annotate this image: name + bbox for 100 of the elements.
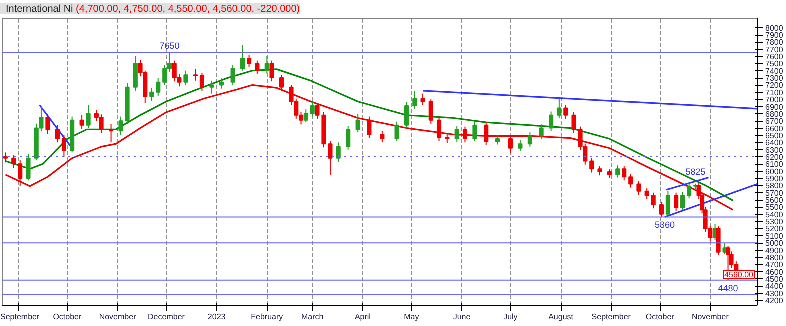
y-tick-label: 7900 [766, 31, 784, 40]
x-tick-label: 2023 [208, 312, 226, 322]
candlestick [156, 78, 161, 96]
candlestick [628, 174, 634, 188]
y-tick-label: 5000 [766, 239, 784, 248]
candlestick [109, 123, 114, 144]
y-tick-label: 5100 [766, 232, 784, 241]
y-tick-label: 5900 [766, 174, 784, 184]
candlestick [62, 134, 66, 158]
candlestick [394, 121, 400, 142]
y-tick-label: 4900 [766, 246, 784, 256]
x-tick-label: September [0, 312, 40, 322]
y-tick-label: 7100 [766, 88, 784, 98]
candlestick [270, 60, 274, 82]
candlestick [26, 154, 31, 182]
x-tick-label: October [646, 312, 675, 322]
y-tick-label: 4500 [766, 274, 784, 284]
y-tick-label: 6300 [766, 146, 784, 155]
annotation: 5825 [686, 166, 706, 177]
y-tick-label: 4300 [766, 289, 784, 298]
candlestick [247, 54, 252, 68]
candlestick [304, 109, 308, 124]
y-tick-label: 8000 [766, 24, 784, 33]
y-tick-label: 5300 [766, 218, 784, 227]
candlestick [55, 124, 60, 144]
candlestick [484, 122, 489, 146]
candlestick [687, 182, 692, 200]
x-tick-label: March [302, 312, 324, 322]
candlestick [622, 166, 627, 182]
y-tick-label: 6400 [766, 138, 784, 148]
candlestick [454, 126, 460, 142]
candlestick [230, 64, 236, 86]
x-tick-label: August [548, 312, 574, 322]
y-tick-label: 7300 [766, 74, 784, 84]
x-tick-label: October [53, 312, 82, 322]
candlestick [133, 56, 138, 92]
y-tick-label: 5500 [766, 203, 784, 212]
candlestick [557, 98, 562, 119]
candlestick [666, 190, 670, 216]
y-tick-label: 7200 [766, 81, 784, 90]
annotation: 4560.00 [724, 270, 754, 280]
candlestick [80, 114, 84, 130]
annotation: 5360 [654, 220, 675, 230]
candlestick [118, 116, 124, 136]
candlestick [651, 192, 656, 210]
candlestick [412, 90, 418, 110]
candlestick [310, 102, 315, 118]
annotation: 7650 [160, 40, 180, 51]
y-tick-label: 4200 [766, 296, 784, 306]
candlestick [264, 56, 270, 74]
candlestick [462, 126, 468, 144]
x-tick-label: May [404, 312, 420, 322]
candlestick [539, 124, 544, 140]
candlestick [716, 226, 721, 256]
candlestick [219, 78, 224, 90]
candlestick [644, 188, 650, 200]
candlestick [18, 160, 23, 187]
y-tick-label: 5800 [766, 182, 784, 191]
candlestick [616, 165, 620, 178]
candlestick [472, 120, 478, 142]
chart-title: International Ni [6, 4, 74, 15]
annotation: 4480 [718, 283, 738, 294]
y-tick-label: 7800 [766, 38, 784, 48]
candlestick [607, 168, 612, 180]
candlestick [240, 44, 246, 72]
candlestick [590, 158, 594, 174]
y-tick-label: 6600 [766, 124, 784, 134]
candlestick [367, 116, 372, 139]
y-tick-label: 7700 [766, 45, 784, 54]
candlestick [86, 104, 91, 129]
y-tick-label: 7500 [766, 60, 784, 69]
x-tick-label: September [592, 312, 632, 322]
y-tick-label: 6000 [766, 167, 784, 176]
candlestick [200, 72, 204, 92]
x-tick-label: July [504, 312, 518, 322]
x-tick-label: December [148, 312, 186, 322]
y-tick-label: 6200 [766, 152, 784, 162]
candlestick [518, 140, 523, 152]
y-tick-label: 5400 [766, 210, 784, 220]
candlestick [46, 113, 50, 135]
y-tick-label: 6100 [766, 160, 784, 170]
candlestick [404, 102, 410, 129]
y-tick-label: 5700 [766, 188, 784, 198]
candlestick [659, 202, 664, 218]
y-tick-label: 4600 [766, 268, 784, 277]
candlestick [255, 60, 260, 75]
x-tick-label: April [354, 312, 372, 322]
candlestick [549, 111, 554, 132]
candlestick [680, 192, 686, 211]
candlestick [495, 134, 500, 146]
candlestick [564, 104, 568, 120]
y-tick-label: 7000 [766, 96, 784, 105]
candlestick [508, 136, 513, 154]
y-tick-label: 5600 [766, 196, 784, 206]
candlestick [193, 68, 198, 82]
candlestick [428, 99, 434, 124]
candlestick [336, 142, 341, 162]
chart-subtitle: (4,700.00, 4,750.00, 4,550.00, 4,560.00, -220.000) [76, 4, 300, 15]
candlestick [346, 126, 351, 150]
y-tick-label: 7400 [766, 66, 784, 76]
